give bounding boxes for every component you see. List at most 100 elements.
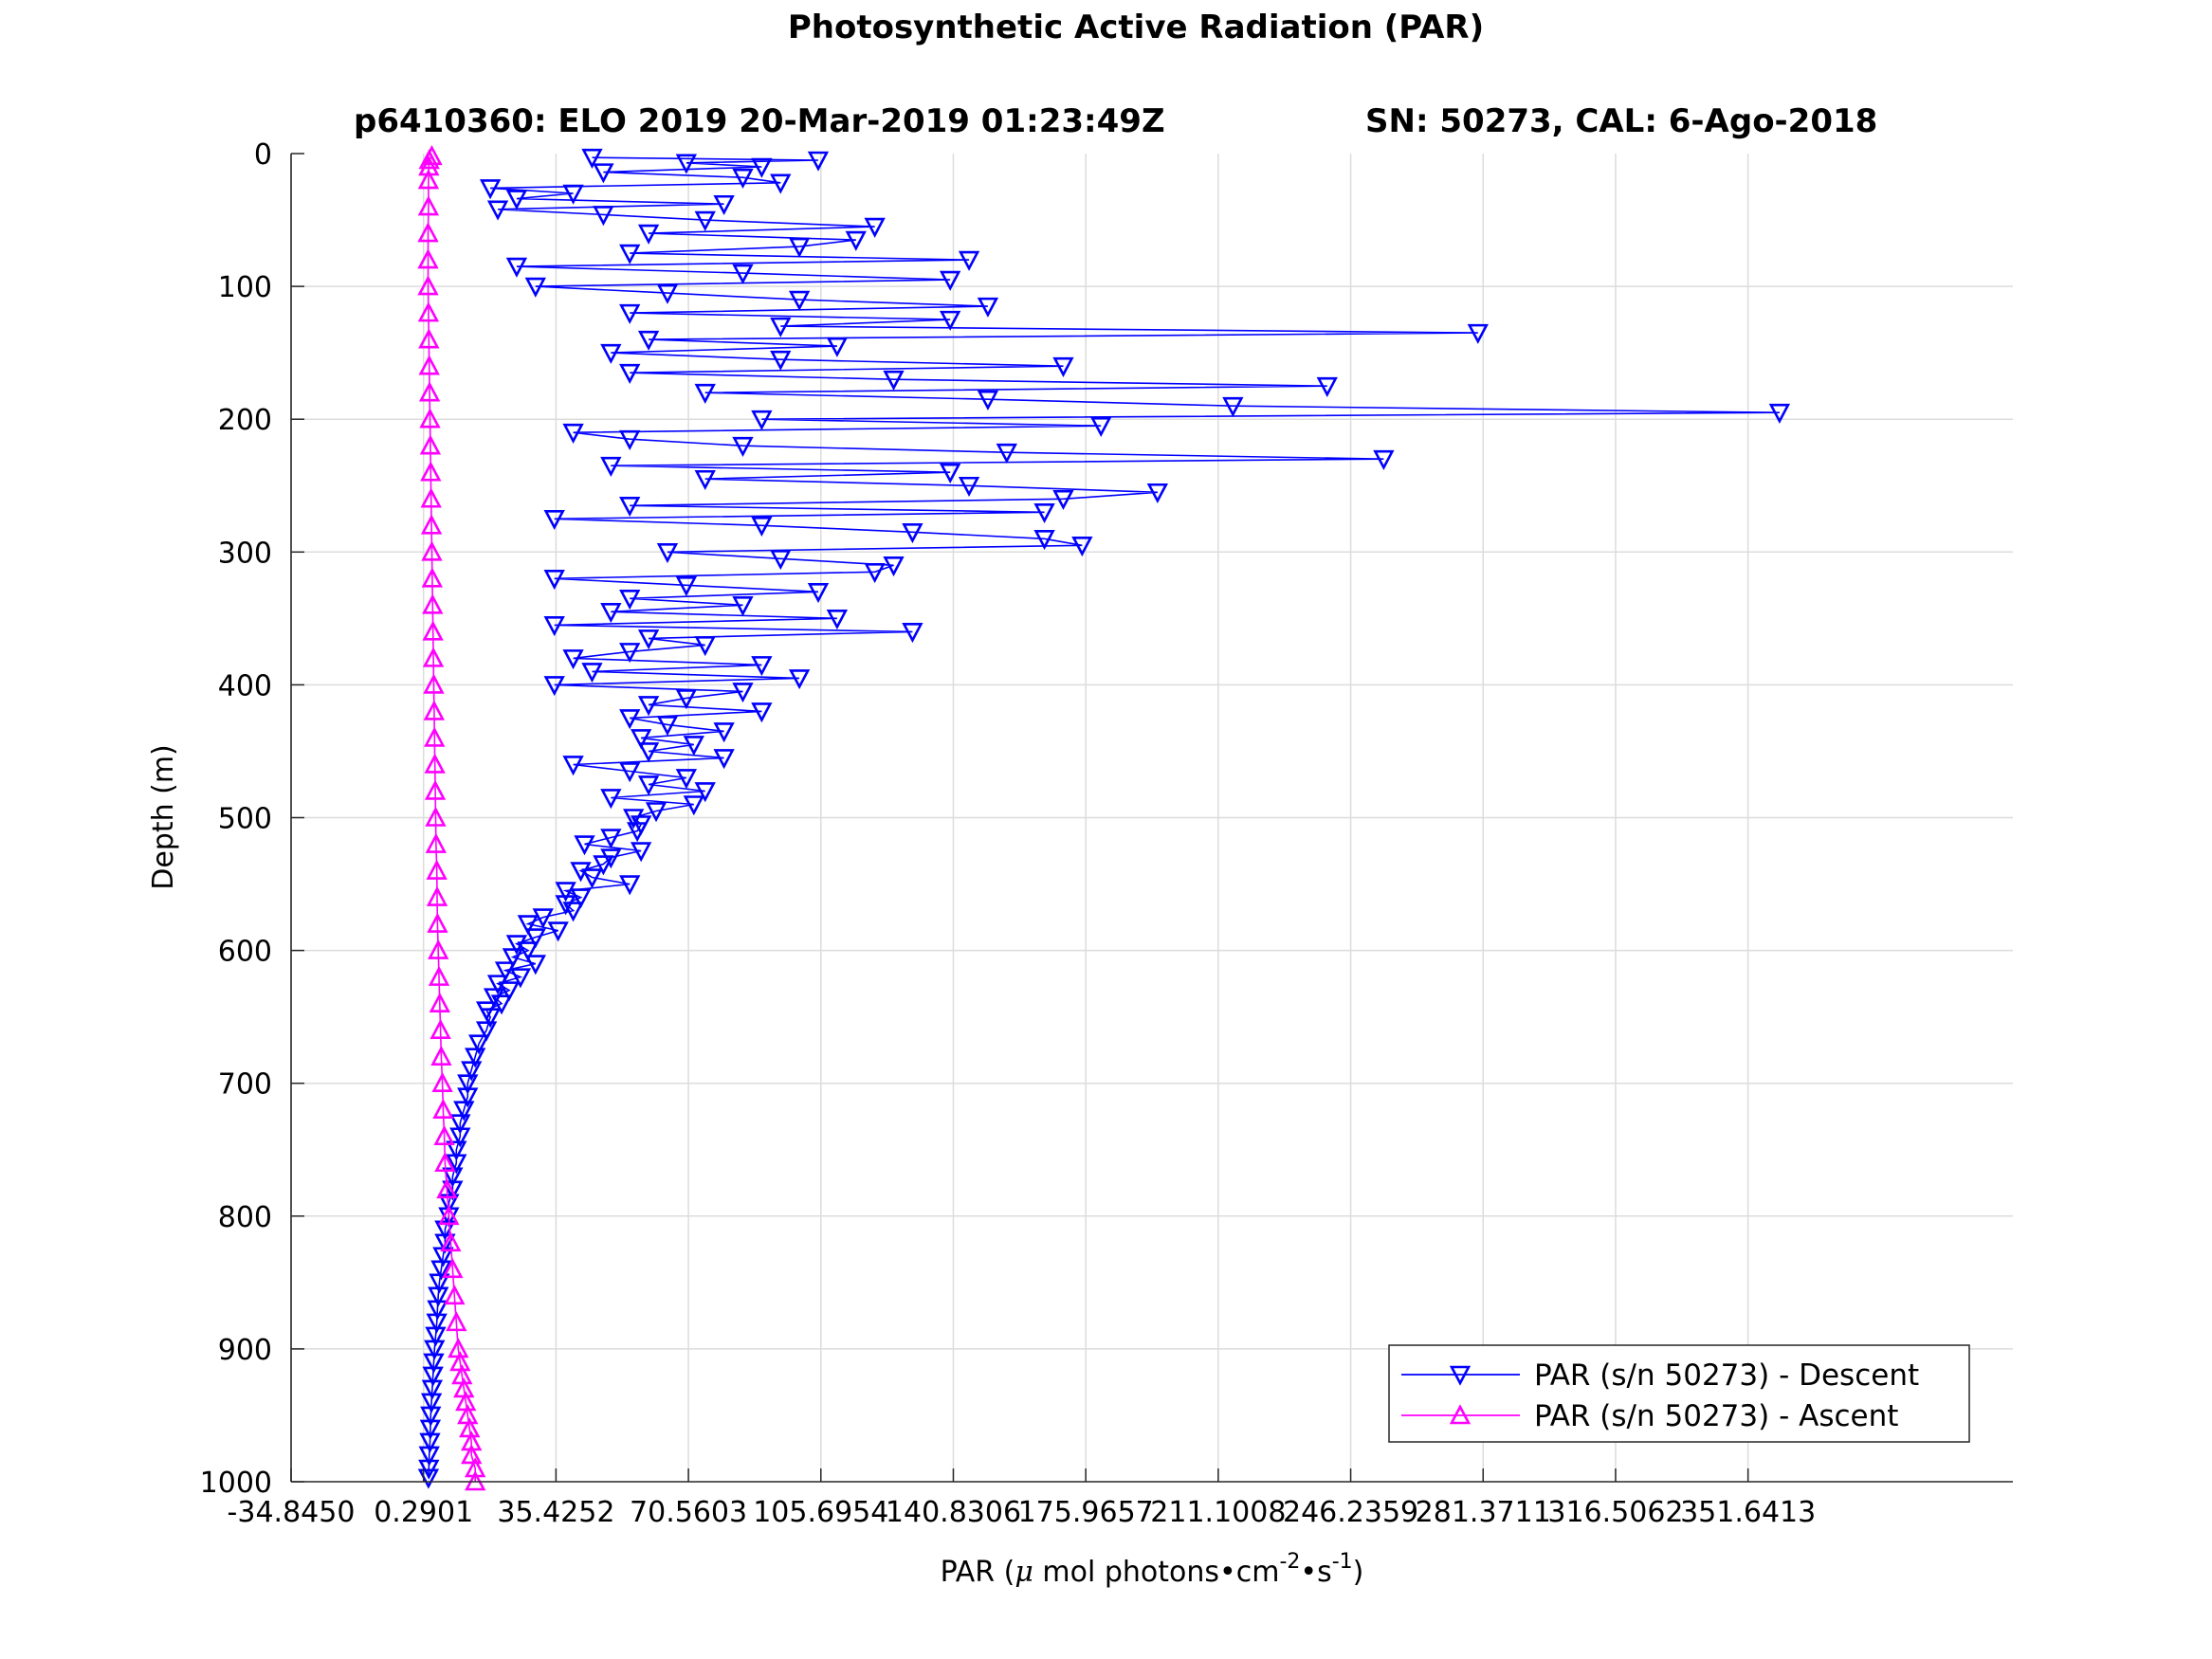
data-point-marker	[1052, 489, 1074, 511]
data-point-marker	[694, 383, 716, 404]
data-point-marker	[656, 716, 679, 737]
data-point-marker	[770, 173, 792, 194]
data-point-marker	[619, 429, 641, 450]
series-line	[428, 156, 1780, 1478]
data-point-marker	[457, 1074, 479, 1095]
x-tick-label: 175.9657	[1018, 1496, 1154, 1529]
data-point-marker	[1768, 403, 1791, 424]
data-point-marker	[574, 835, 595, 856]
data-point-marker	[524, 277, 546, 298]
x-tick-label: 211.1008	[1150, 1496, 1286, 1529]
data-point-marker	[675, 154, 698, 174]
x-tick-label: 70.5603	[630, 1496, 747, 1529]
data-point-marker	[430, 1018, 451, 1039]
data-point-marker	[417, 275, 439, 296]
x-axis-ticks: -34.8450 0.2901 35.4252 70.5603 105.6954140.…	[228, 1468, 1816, 1529]
data-point-marker	[581, 868, 603, 889]
y-tick-label: 100	[218, 271, 272, 304]
data-point-marker	[593, 855, 614, 876]
data-point-marker	[751, 702, 773, 723]
data-point-marker	[465, 1457, 486, 1478]
data-point-marker	[713, 194, 735, 216]
x-axis-label-part-d: )	[1353, 1556, 1364, 1589]
data-point-marker	[449, 1114, 471, 1135]
data-point-marker	[864, 217, 886, 238]
data-point-marker	[637, 224, 660, 245]
data-point-marker	[593, 163, 614, 184]
chart-subtitle-left: p6410360: ELO 2019 20-Mar-2019 01:23:49Z	[354, 102, 1165, 140]
data-point-marker	[423, 673, 445, 694]
data-point-marker	[417, 195, 440, 216]
data-point-marker	[637, 330, 660, 351]
data-point-marker	[543, 570, 565, 591]
data-point-marker	[619, 303, 641, 324]
data-point-marker	[732, 683, 754, 703]
data-point-marker	[713, 722, 735, 743]
data-point-marker	[431, 1071, 453, 1092]
data-point-marker	[417, 169, 440, 190]
y-axis-label: Depth (m)	[147, 744, 180, 890]
data-point-marker	[562, 756, 584, 776]
data-point-marker	[788, 237, 811, 258]
data-point-marker	[732, 264, 754, 284]
data-point-marker	[675, 576, 698, 597]
data-point-marker	[807, 583, 830, 604]
data-point-marker	[418, 155, 440, 176]
data-point-marker	[483, 988, 505, 1009]
x-axis-label-part-a: PAR (	[941, 1556, 1015, 1589]
data-point-marker	[430, 1260, 452, 1281]
legend-ascent-label: PAR (s/n 50273) - Ascent	[1534, 1399, 1898, 1433]
legend-box	[1388, 1344, 1970, 1443]
data-point-marker	[958, 476, 980, 498]
data-point-marker	[420, 514, 443, 535]
data-point-marker	[446, 1311, 467, 1332]
data-point-marker	[751, 516, 773, 538]
data-point-marker	[940, 270, 961, 291]
data-point-marker	[683, 795, 704, 816]
data-point-marker	[1373, 449, 1395, 471]
data-point-marker	[1071, 536, 1093, 557]
data-point-marker	[459, 1417, 481, 1438]
data-point-marker	[428, 1286, 449, 1307]
data-point-marker	[788, 669, 811, 690]
data-point-marker	[418, 381, 441, 402]
data-point-marker	[1467, 323, 1489, 344]
data-point-marker	[675, 769, 698, 790]
data-point-marker	[419, 434, 442, 455]
data-point-marker	[421, 540, 443, 561]
data-point-marker	[424, 1340, 446, 1360]
data-point-marker	[1146, 483, 1169, 504]
y-tick-label: 800	[218, 1201, 272, 1234]
data-point-marker	[432, 1098, 454, 1120]
data-point-marker	[619, 643, 641, 664]
data-point-marker	[461, 1444, 483, 1465]
data-point-marker	[694, 210, 716, 231]
data-point-marker	[637, 696, 660, 717]
data-point-marker	[453, 1377, 475, 1398]
data-point-marker	[902, 623, 923, 644]
data-point-marker	[770, 350, 792, 371]
data-point-marker	[419, 1432, 441, 1453]
data-point-marker	[600, 829, 622, 849]
x-tick-label: 316.5062	[1547, 1496, 1683, 1529]
y-axis-ticks: 0 100 200 300 400 500 600 700 800 900 1000	[200, 138, 304, 1500]
data-point-marker	[600, 456, 622, 478]
data-point-marker	[421, 1379, 444, 1400]
legend-descent-label: PAR (s/n 50273) - Descent	[1534, 1358, 1919, 1393]
data-point-marker	[1033, 529, 1055, 551]
y-tick-label: 1000	[200, 1467, 272, 1500]
data-point-marker	[623, 809, 645, 830]
data-point-marker	[555, 882, 576, 902]
data-point-marker	[426, 859, 448, 880]
data-point-marker	[645, 802, 667, 823]
data-point-marker	[619, 244, 641, 264]
data-point-marker	[423, 1353, 445, 1374]
data-point-marker	[562, 649, 584, 670]
data-point-marker	[713, 749, 735, 770]
data-point-marker	[486, 200, 509, 221]
data-point-marker	[457, 1087, 479, 1108]
data-point-marker	[422, 593, 444, 614]
data-point-marker	[438, 1205, 460, 1226]
x-axis-label: PAR (μ mol photons•cm-2•s-1)	[941, 1550, 1364, 1589]
